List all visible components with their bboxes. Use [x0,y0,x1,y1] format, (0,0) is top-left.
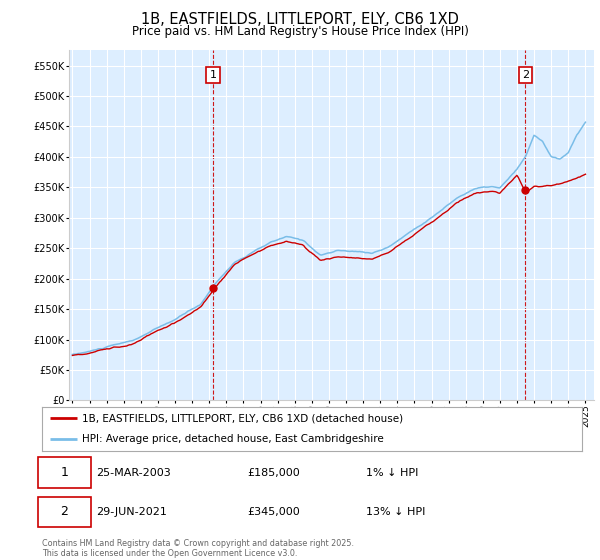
Text: Price paid vs. HM Land Registry's House Price Index (HPI): Price paid vs. HM Land Registry's House … [131,25,469,38]
Text: 29-JUN-2021: 29-JUN-2021 [96,507,167,517]
Text: 1: 1 [60,466,68,479]
Text: Contains HM Land Registry data © Crown copyright and database right 2025.
This d: Contains HM Land Registry data © Crown c… [42,539,354,558]
Text: 1B, EASTFIELDS, LITTLEPORT, ELY, CB6 1XD (detached house): 1B, EASTFIELDS, LITTLEPORT, ELY, CB6 1XD… [83,413,404,423]
Text: 2: 2 [60,505,68,519]
Text: 2: 2 [522,70,529,80]
FancyBboxPatch shape [38,458,91,488]
Text: 25-MAR-2003: 25-MAR-2003 [96,468,171,478]
Text: HPI: Average price, detached house, East Cambridgeshire: HPI: Average price, detached house, East… [83,433,384,444]
Text: 1: 1 [209,70,217,80]
Text: £185,000: £185,000 [247,468,300,478]
FancyBboxPatch shape [38,497,91,527]
Text: 1B, EASTFIELDS, LITTLEPORT, ELY, CB6 1XD: 1B, EASTFIELDS, LITTLEPORT, ELY, CB6 1XD [141,12,459,27]
Text: £345,000: £345,000 [247,507,300,517]
Text: 13% ↓ HPI: 13% ↓ HPI [366,507,425,517]
Text: 1% ↓ HPI: 1% ↓ HPI [366,468,418,478]
